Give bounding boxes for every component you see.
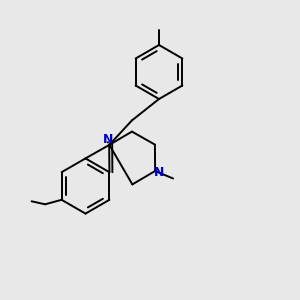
Text: N: N: [103, 133, 113, 146]
Text: N: N: [154, 166, 164, 179]
